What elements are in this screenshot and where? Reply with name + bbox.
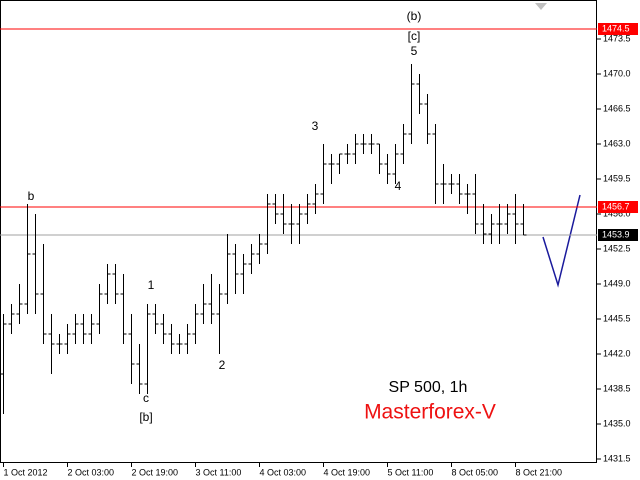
x-tick-label: 2 Oct 19:00	[132, 467, 179, 477]
y-tick-label: 1449.0	[603, 278, 631, 288]
plot-frame	[0, 0, 597, 463]
forecast-line	[542, 194, 581, 288]
level-label-box	[598, 23, 638, 35]
y-tick-label: 1452.5	[603, 243, 631, 253]
chart-title: SP 500, 1h	[389, 379, 468, 396]
y-tick-label: 1466.5	[603, 103, 631, 113]
wave-label: c	[143, 391, 149, 405]
x-tick-label: 4 Oct 03:00	[260, 467, 307, 477]
y-tick-label: 1456.0	[603, 208, 631, 218]
wave-label: 1	[148, 278, 155, 292]
wave-label: 3	[312, 119, 319, 133]
scroll-marker	[535, 3, 547, 10]
wave-label: [b]	[139, 410, 152, 424]
wave-label: 4	[395, 179, 402, 193]
level-label-box	[598, 229, 638, 241]
y-tick-label: 1442.0	[603, 348, 631, 358]
x-tick-label: 1 Oct 2012	[4, 467, 48, 477]
y-tick-label: 1435.0	[603, 418, 631, 428]
level-label-box	[598, 201, 638, 213]
x-tick-label: 8 Oct 05:00	[452, 467, 499, 477]
y-tick-label: 1438.5	[603, 383, 631, 393]
x-tick-label: 5 Oct 11:00	[388, 467, 434, 477]
x-tick-label: 2 Oct 03:00	[68, 467, 115, 477]
x-tick-label: 8 Oct 21:00	[516, 467, 563, 477]
y-tick-label: 1470.0	[603, 68, 631, 78]
chart-subtitle: Masterforex-V	[364, 401, 496, 424]
x-tick-label: 3 Oct 11:00	[196, 467, 242, 477]
level-label: 1453.9	[602, 229, 630, 239]
wave-label: b	[28, 189, 35, 203]
wave-label: [c]	[408, 29, 421, 43]
y-tick-label: 1459.5	[603, 173, 631, 183]
y-tick-label: 1445.5	[603, 313, 631, 323]
x-tick-label: 4 Oct 19:00	[324, 467, 371, 477]
level-label: 1474.5	[602, 23, 630, 33]
y-tick-label: 1473.5	[603, 33, 631, 43]
wave-label: 2	[219, 358, 226, 372]
y-tick-label: 1463.0	[603, 138, 631, 148]
wave-label: (b)	[407, 9, 422, 23]
level-label: 1456.7	[602, 201, 630, 211]
y-tick-label: 1431.5	[603, 453, 631, 463]
wave-label: 5	[411, 44, 418, 58]
